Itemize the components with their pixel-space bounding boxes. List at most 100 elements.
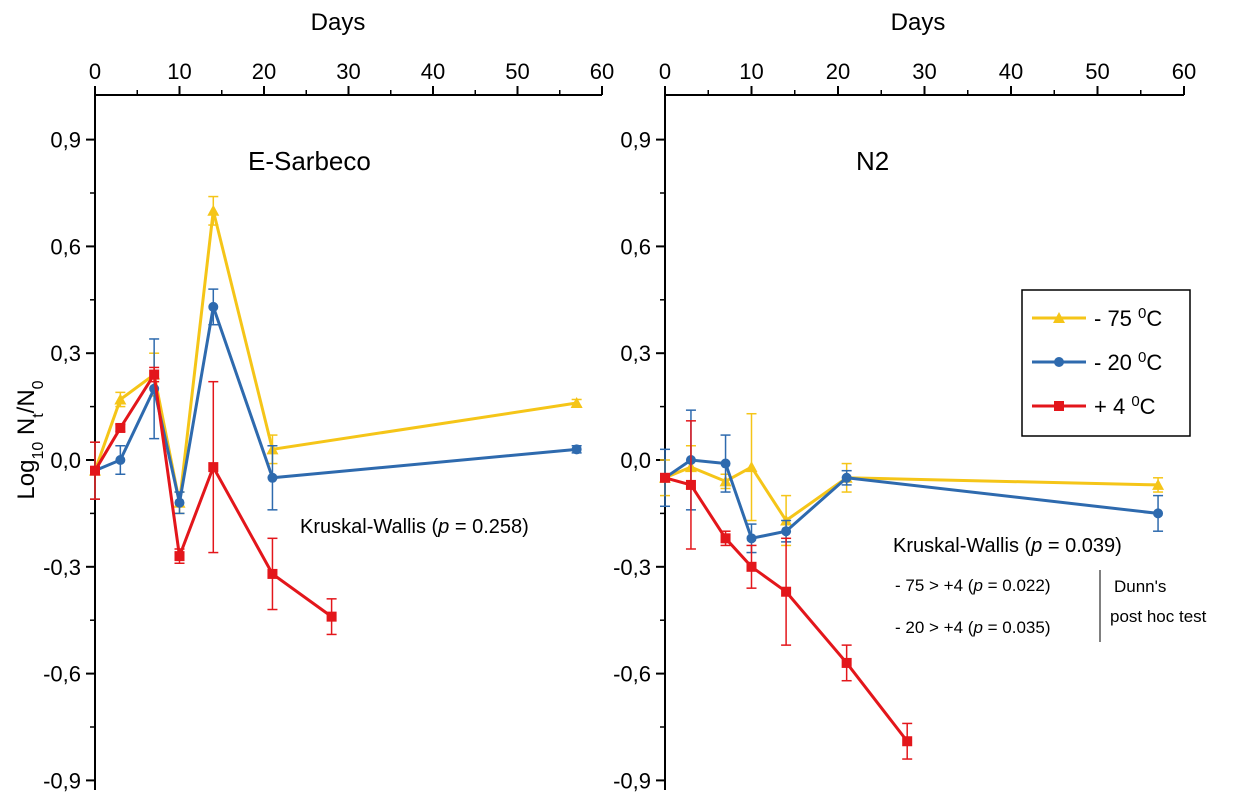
panel1-data-point	[207, 204, 220, 216]
legend-marker	[1053, 312, 1065, 323]
legend-label-sup: 0	[1131, 393, 1139, 410]
panel1-y-tick-label: -0,9	[43, 768, 81, 793]
panel1-title: E-Sarbeco	[248, 146, 371, 176]
panel1-y-tick-label: 0,6	[50, 234, 81, 259]
panel2-x-tick-label: 20	[826, 59, 850, 84]
panel2-data-point	[685, 479, 696, 490]
panel2-series-2	[660, 420, 913, 760]
panel1-data-point	[326, 611, 337, 622]
panel2-series	[659, 409, 1165, 760]
legend-label-suffix: C	[1146, 350, 1162, 375]
ph2-value: = 0.035)	[983, 618, 1051, 637]
kw1-p: p	[437, 516, 449, 538]
y-label-sub-10: 10	[30, 442, 47, 460]
legend-label: - 20 0C	[1094, 349, 1162, 376]
legend-label-prefix: - 75	[1094, 306, 1138, 331]
panel1-data-point	[115, 455, 126, 465]
posthoc-test-line1: Dunn's	[1114, 577, 1166, 596]
panel2-x-tick-label: 10	[739, 59, 763, 84]
panel2-title: N2	[856, 146, 889, 176]
panel1-y-tick-label: 0,3	[50, 341, 81, 366]
panel2-x-tick-label: 60	[1172, 59, 1196, 84]
panel2-series-line	[664, 465, 1159, 523]
panel1-data-point	[114, 393, 127, 405]
y-axis-label: Log10 Nt/N0	[13, 380, 47, 499]
kw1-value: = 0.258)	[449, 516, 529, 538]
ph2-p: p	[972, 618, 982, 637]
panel1-data-point	[570, 397, 583, 409]
panel2-data-point	[746, 561, 757, 572]
kw2-p: p	[1030, 535, 1042, 557]
panel2-x-tick-label: 50	[1085, 59, 1109, 84]
panel1-x-ticks: 0 10 20 30 40 50 60	[89, 59, 614, 95]
panel-n2: Days 0 10 20 30 40 50 60 0,9 0,6 0,3 0,0 -0,3 -0,6 -…	[613, 9, 1207, 793]
legend-marker	[1054, 357, 1064, 367]
panel1-series-0	[89, 195, 583, 515]
posthoc-line2: - 20 > +4 (p = 0.035)	[895, 618, 1050, 637]
posthoc-line1: - 75 > +4 (p = 0.022)	[895, 576, 1050, 595]
legend-label-sup: 0	[1138, 349, 1146, 366]
legend: - 75 0C- 20 0C+ 4 0C	[1021, 289, 1191, 437]
panel1-data-point	[90, 465, 100, 476]
kw2-prefix: Kruskal-Wallis (	[893, 535, 1031, 557]
panel2-data-point	[745, 461, 758, 473]
panel2-y-ticks: 0,9 0,6 0,3 0,0 -0,3 -0,6 -0,9	[613, 128, 665, 793]
panel1-y-tick-label: 0,0	[50, 448, 81, 473]
panel1-data-point	[208, 301, 219, 312]
panel1-x-tick-label: 30	[336, 59, 360, 84]
panel2-data-point	[781, 526, 792, 537]
panel2-data-point	[1153, 508, 1164, 519]
panel2-data-point	[746, 533, 757, 544]
legend-label: + 4 0C	[1094, 393, 1156, 420]
panel1-x-tick-label: 40	[421, 59, 445, 84]
panel1-data-point	[267, 568, 278, 579]
panel2-data-point	[720, 458, 731, 469]
panel2-x-tick-label: 30	[912, 59, 936, 84]
panel1-kruskal-wallis: Kruskal-Wallis (p = 0.258)	[300, 516, 529, 538]
posthoc-test-line2: post hoc test	[1110, 607, 1207, 626]
panel1-series-2	[90, 366, 337, 636]
ph2-prefix: - 20 > +4 (	[895, 618, 974, 637]
panel2-data-point	[781, 586, 792, 597]
panel2-y-tick-label: 0,6	[620, 234, 651, 259]
panel1-x-tick-label: 60	[590, 59, 614, 84]
panel2-data-point	[841, 472, 852, 483]
panel1-x-tick-label: 50	[505, 59, 529, 84]
panel2-x-ticks: 0 10 20 30 40 50 60	[659, 59, 1196, 95]
panel1-x-tick-label: 10	[167, 59, 191, 84]
panel2-data-point	[720, 533, 731, 544]
panel2-y-tick-label: 0,9	[620, 128, 651, 153]
y-label-slash-n: /N	[13, 389, 40, 413]
panel-e-sarbeco: Days 0 10 20 30 40 50 60 0,9 0,6 0,3 0,0 -0,3 -0,6 -…	[43, 9, 614, 793]
panel1-x-tick-label: 0	[89, 59, 101, 84]
panel2-data-point	[902, 736, 913, 747]
legend-marker	[1054, 401, 1064, 411]
legend-label-suffix: C	[1140, 394, 1156, 419]
panel2-x-tick-label: 40	[999, 59, 1023, 84]
panel1-x-axis-label: Days	[311, 9, 366, 36]
ph1-prefix: - 75 > +4 (	[895, 576, 974, 595]
y-label-n: N	[13, 418, 40, 442]
panel2-data-point	[841, 657, 852, 668]
panel2-y-tick-label: 0,0	[620, 448, 651, 473]
panel1-y-ticks: 0,9 0,6 0,3 0,0 -0,3 -0,6 -0,9	[43, 128, 95, 793]
y-label-sub-0: 0	[30, 380, 47, 389]
ph1-value: = 0.022)	[983, 576, 1051, 595]
panel2-y-tick-label: -0,9	[613, 768, 651, 793]
panel1-series	[89, 195, 583, 636]
panel2-y-tick-label: -0,3	[613, 555, 651, 580]
legend-label-prefix: - 20	[1094, 350, 1138, 375]
panel1-data-point	[208, 462, 219, 473]
panel2-x-tick-label: 0	[659, 59, 671, 84]
kw1-prefix: Kruskal-Wallis (	[300, 516, 438, 538]
panel1-data-point	[571, 444, 582, 455]
kw2-value: = 0.039)	[1042, 535, 1122, 557]
legend-entries: - 75 0C- 20 0C+ 4 0C	[1032, 305, 1162, 420]
legend-label: - 75 0C	[1094, 305, 1162, 332]
legend-label-suffix: C	[1146, 306, 1162, 331]
y-label-sub-t: t	[30, 413, 47, 418]
panel1-data-point	[115, 422, 126, 433]
panel1-y-tick-label: 0,9	[50, 128, 81, 153]
legend-label-prefix: + 4	[1094, 394, 1131, 419]
